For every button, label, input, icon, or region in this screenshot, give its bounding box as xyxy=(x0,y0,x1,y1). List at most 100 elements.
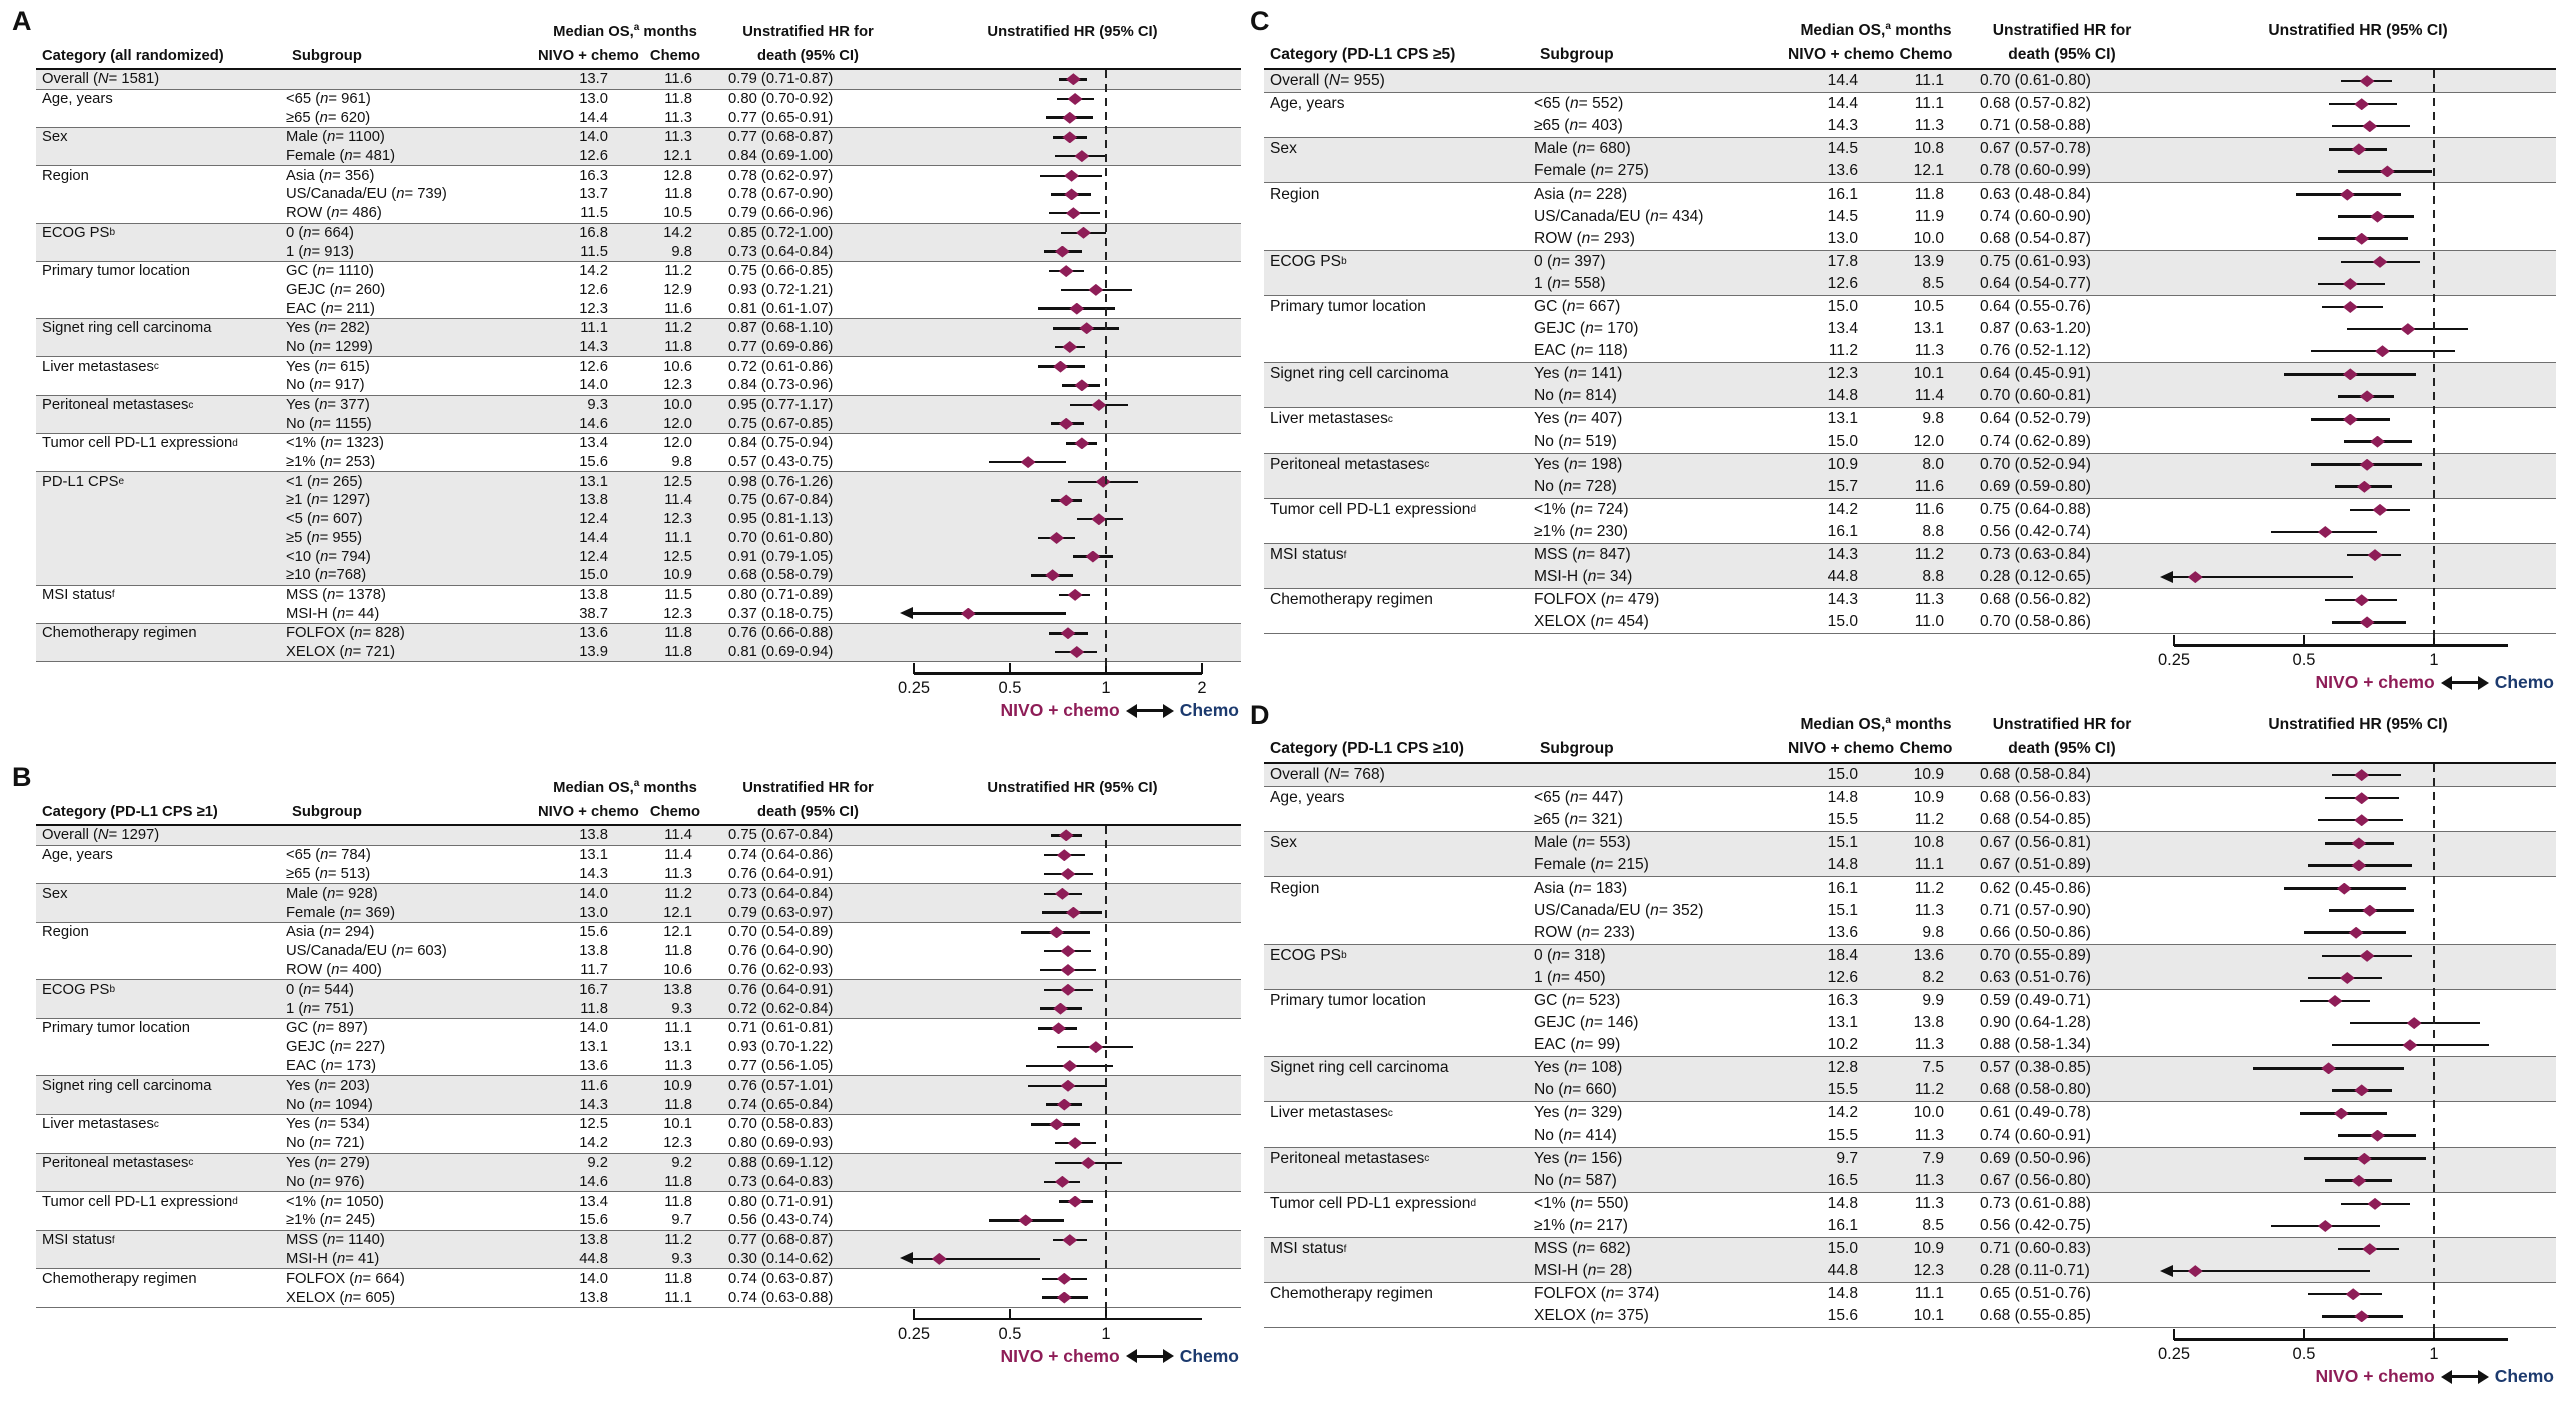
forest-plot-cell xyxy=(2160,877,2556,943)
hr-ci-text-cell: 0.56 (0.42-0.75) xyxy=(1980,1216,2091,1234)
hr-ci-text-cell: 0.76 (0.66-0.88) xyxy=(728,625,834,642)
axis-direction-labels: NIVO + chemo Chemo xyxy=(2316,1366,2554,1387)
hr-point-marker xyxy=(1067,92,1083,105)
hr-point-marker xyxy=(1062,1234,1078,1247)
axis-tick-mark xyxy=(2302,635,2306,647)
median-os-nivo-cell: 16.1 xyxy=(1827,1216,1858,1234)
median-os-nivo-cell: 14.0 xyxy=(579,1270,608,1287)
median-os-chemo-cell: 11.6 xyxy=(664,71,692,88)
median-os-nivo-cell: 15.0 xyxy=(1827,432,1858,450)
axis-tick-mark xyxy=(2172,635,2176,647)
subgroup-cell: GEJC (n = 227) xyxy=(286,1039,386,1056)
category-cell: ECOG PS b xyxy=(42,224,115,241)
median-os-nivo-cell: 14.0 xyxy=(579,885,608,902)
median-os-chemo-cell: 10.1 xyxy=(1913,365,1944,383)
subgroup-cell: Female (n = 369) xyxy=(286,904,395,921)
subgroup-row-group: Region Asia (n = 294) 15.6 12.1 0.70 (0.54-0… xyxy=(36,921,1241,979)
median-os-nivo-cell: 14.2 xyxy=(579,263,608,280)
subgroup-cell: No (n = 1155) xyxy=(286,415,372,432)
category-cell: Chemotherapy regimen xyxy=(42,625,197,642)
subgroup-cell: GC (n = 667) xyxy=(1534,297,1621,315)
axis-tick-label: 0.25 xyxy=(897,679,931,698)
hr-ci-text-cell: 0.75 (0.64-0.88) xyxy=(1980,500,2091,518)
subgroup-row-group: Primary tumor location GC (n = 523) 16.3 9.… xyxy=(1264,988,2556,1056)
median-os-chemo-cell: 12.3 xyxy=(663,377,692,394)
subgroup-cell: 1 (n = 450) xyxy=(1534,968,1606,986)
hr-ci-text-cell: 0.70 (0.58-0.83) xyxy=(728,1116,834,1133)
subgroup-cell: <1 (n = 265) xyxy=(286,473,363,490)
category-cell: Region xyxy=(1270,879,1320,897)
hr-point-marker xyxy=(2359,390,2375,403)
panel-b-label: B xyxy=(12,762,32,792)
hr-ci-text-cell: 0.85 (0.72-1.00) xyxy=(728,224,834,241)
hr-point-marker xyxy=(2342,413,2358,426)
median-os-chemo-cell: 11.6 xyxy=(664,300,692,317)
subgroup-row-group: Primary tumor location GC (n = 1110) 14.2 1… xyxy=(36,260,1241,318)
axis-line xyxy=(914,672,1202,675)
subgroup-cell: MSS (n = 847) xyxy=(1534,546,1631,564)
hr-point-marker xyxy=(2187,1265,2203,1278)
median-os-nivo-cell: 14.4 xyxy=(1827,72,1858,90)
hr-ci-text-cell: 0.79 (0.71-0.87) xyxy=(728,71,834,88)
hr-point-marker xyxy=(1065,73,1081,86)
median-os-chemo-cell: 9.9 xyxy=(1922,991,1944,1009)
column-header-subgroup: Subgroup xyxy=(292,48,362,64)
forest-plot-cell xyxy=(904,846,1241,884)
median-os-nivo-cell: 14.3 xyxy=(1827,591,1858,609)
subgroup-cell: XELOX (n = 721) xyxy=(286,643,395,660)
forest-plot-cell xyxy=(904,1115,1241,1153)
subgroup-cell: Yes (n = 377) xyxy=(286,397,370,414)
hr-point-marker xyxy=(2367,549,2383,562)
hr-point-marker xyxy=(2351,1174,2367,1187)
subgroup-cell: MSS (n = 1378) xyxy=(286,586,386,603)
hr-ci-text-cell: 0.64 (0.54-0.77) xyxy=(1980,274,2091,292)
panel-a-content: Median OS,a months Unstratified HR for U… xyxy=(36,6,1241,728)
subgroup-cell: Male (n = 680) xyxy=(1534,140,1631,158)
median-os-nivo-cell: 13.1 xyxy=(1827,410,1858,428)
hr-ci-text-cell: 0.81 (0.61-1.07) xyxy=(728,300,834,317)
subgroup-cell: ROW (n = 400) xyxy=(286,961,382,978)
hr-point-marker xyxy=(1065,906,1081,919)
subgroup-row-group: Sex Male (n = 553) 15.1 10.8 0.67 (0.56-0.81… xyxy=(1264,831,2556,877)
median-os-chemo-cell: 11.3 xyxy=(1914,1126,1944,1144)
panel-d-label: D xyxy=(1250,700,1270,730)
median-os-chemo-cell: 10.0 xyxy=(1913,229,1944,247)
category-cell: Signet ring cell carcinoma xyxy=(42,1077,212,1094)
median-os-nivo-cell: 9.3 xyxy=(587,397,608,414)
median-os-nivo-cell: 13.9 xyxy=(579,643,608,660)
median-os-chemo-cell: 11.9 xyxy=(1914,207,1944,225)
median-os-nivo-cell: 14.0 xyxy=(579,1020,608,1037)
table-rows: Overall (N = 768) 15.0 10.9 0.68 (0.58-0.84… xyxy=(1264,764,2556,1329)
subgroup-cell: ≥1% (n = 230) xyxy=(1534,522,1628,540)
subgroup-row-group: Tumor cell PD-L1 expression d <1% (n = 132… xyxy=(36,433,1241,471)
category-cell: Sex xyxy=(1270,140,1297,158)
median-os-chemo-cell: 9.8 xyxy=(671,243,692,260)
forest-plot-cell xyxy=(904,166,1241,222)
category-cell: Region xyxy=(42,924,89,941)
median-os-nivo-cell: 15.6 xyxy=(579,454,608,471)
subgroup-row-group: Region Asia (n = 228) 16.1 11.8 0.63 (0.48-0… xyxy=(1264,182,2556,249)
subgroup-cell: ≥1% (n = 245) xyxy=(286,1212,376,1229)
subgroup-row-group: Sex Male (n = 680) 14.5 10.8 0.67 (0.57-0.78… xyxy=(1264,137,2556,183)
subgroup-cell: No (n = 976) xyxy=(286,1173,365,1190)
reference-line-hr-1 xyxy=(2432,69,2436,644)
median-os-chemo-cell: 11.1 xyxy=(664,1020,692,1037)
median-os-chemo-cell: 11.8 xyxy=(1914,185,1944,203)
subgroup-row-group: Signet ring cell carcinoma Yes (n = 108) 1… xyxy=(1264,1056,2556,1102)
hr-ci-text-cell: 0.91 (0.79-1.05) xyxy=(728,548,834,565)
hr-ci-text-cell: 0.84 (0.69-1.00) xyxy=(728,148,834,165)
hr-ci-text-cell: 0.76 (0.57-1.01) xyxy=(728,1077,834,1094)
median-os-nivo-cell: 11.6 xyxy=(580,1077,608,1094)
subgroup-row-group: Liver metastases c Yes (n = 534) 12.5 10.1 0.… xyxy=(36,1113,1241,1153)
median-os-chemo-cell: 13.8 xyxy=(663,981,692,998)
median-os-chemo-cell: 11.8 xyxy=(664,643,692,660)
ci-line xyxy=(2172,1269,2370,1273)
hr-ci-text-cell: 0.62 (0.45-0.86) xyxy=(1980,879,2091,897)
category-cell: Peritoneal metastases c xyxy=(42,1154,194,1171)
hr-point-marker xyxy=(2327,995,2343,1008)
hr-ci-text-cell: 0.75 (0.67-0.84) xyxy=(728,492,834,509)
hr-ci-text-cell: 0.74 (0.63-0.88) xyxy=(728,1289,834,1306)
hr-ci-text-cell: 0.69 (0.59-0.80) xyxy=(1980,477,2091,495)
subgroup-cell: US/Canada/EU (n = 434) xyxy=(1534,207,1704,225)
forest-plot-cell xyxy=(2160,296,2556,362)
